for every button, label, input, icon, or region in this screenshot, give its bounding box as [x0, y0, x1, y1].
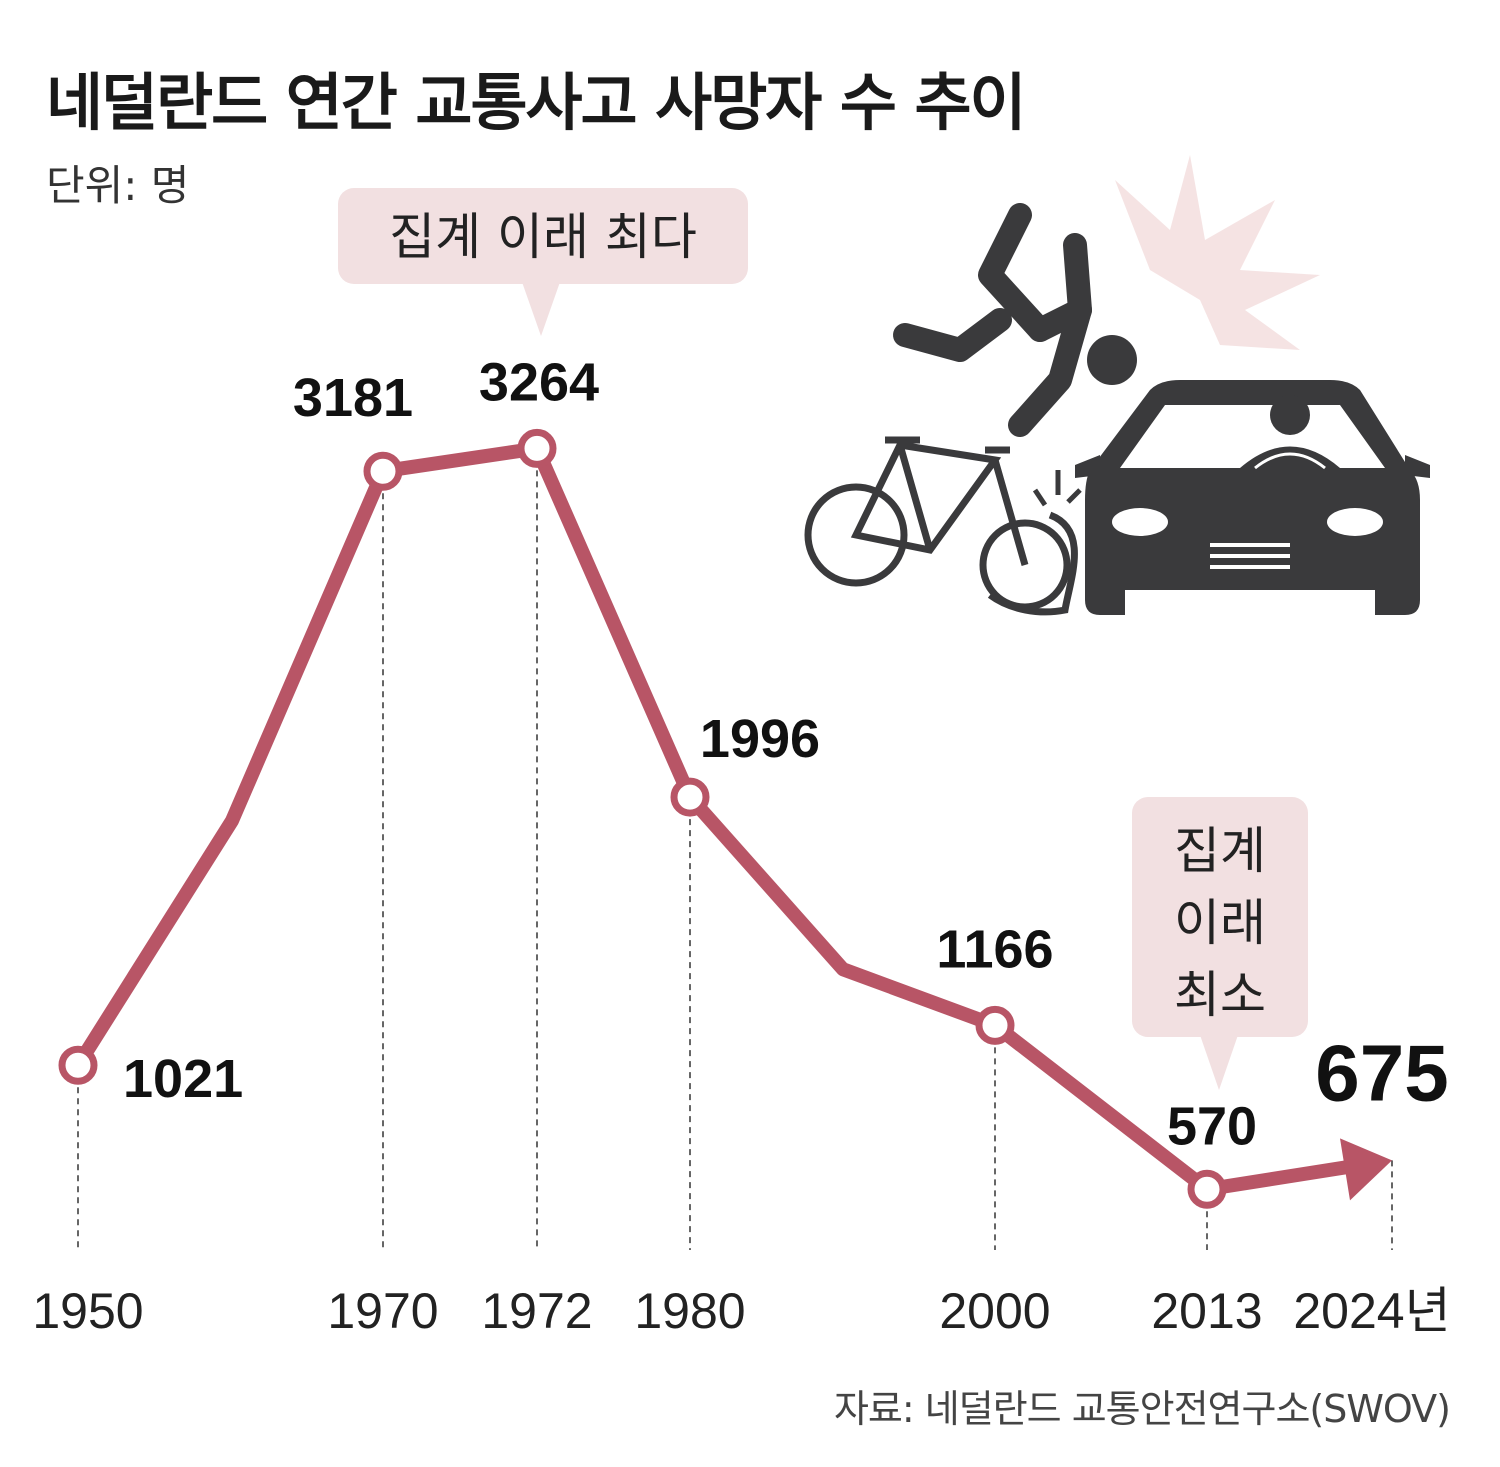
data-label-1950: 1021	[123, 1049, 243, 1109]
data-label-1980: 1996	[700, 709, 820, 769]
x-tick-label-2024: 2024년	[1293, 1283, 1450, 1339]
accident-illustration-icon	[804, 155, 1430, 616]
series-arrow-head	[1340, 1138, 1392, 1201]
x-tick-label-1970: 1970	[327, 1283, 438, 1339]
callout-max-pointer	[522, 282, 560, 336]
data-point-2013	[1187, 1169, 1227, 1209]
data-label-2013: 570	[1167, 1096, 1257, 1156]
data-point-1980	[670, 777, 710, 817]
data-label-2000: 1166	[936, 919, 1053, 979]
callout-min-text-line: 최소	[1174, 966, 1266, 1024]
data-point-1950	[58, 1045, 98, 1085]
x-tick-label-2000: 2000	[939, 1283, 1050, 1339]
callout-min-text-line: 이래	[1174, 894, 1266, 952]
x-tick-label-1972: 1972	[481, 1283, 592, 1339]
data-point-2000	[975, 1005, 1015, 1045]
chart-title: 네덜란드 연간 교통사고 사망자 수 추이	[46, 66, 1027, 139]
callout-min-text-line: 집계	[1174, 822, 1266, 880]
data-label-1972: 3264	[479, 352, 599, 412]
data-label-2024: 675	[1315, 1028, 1448, 1117]
x-tick-label-2013: 2013	[1151, 1283, 1262, 1339]
callout-min-box	[1132, 797, 1308, 1037]
unit-label: 단위: 명	[46, 161, 190, 210]
data-point-1972	[517, 428, 557, 468]
x-tick-label-1950: 1950	[32, 1283, 143, 1339]
data-point-1970	[363, 451, 403, 491]
callout-max-box	[338, 188, 748, 284]
data-label-1970: 3181	[293, 368, 413, 428]
callout-max-text: 집계 이래 최다	[389, 208, 697, 266]
callout-min-pointer	[1200, 1035, 1238, 1090]
x-tick-label-1980: 1980	[634, 1283, 745, 1339]
source-note: 자료: 네덜란드 교통안전연구소(SWOV)	[833, 1387, 1451, 1431]
